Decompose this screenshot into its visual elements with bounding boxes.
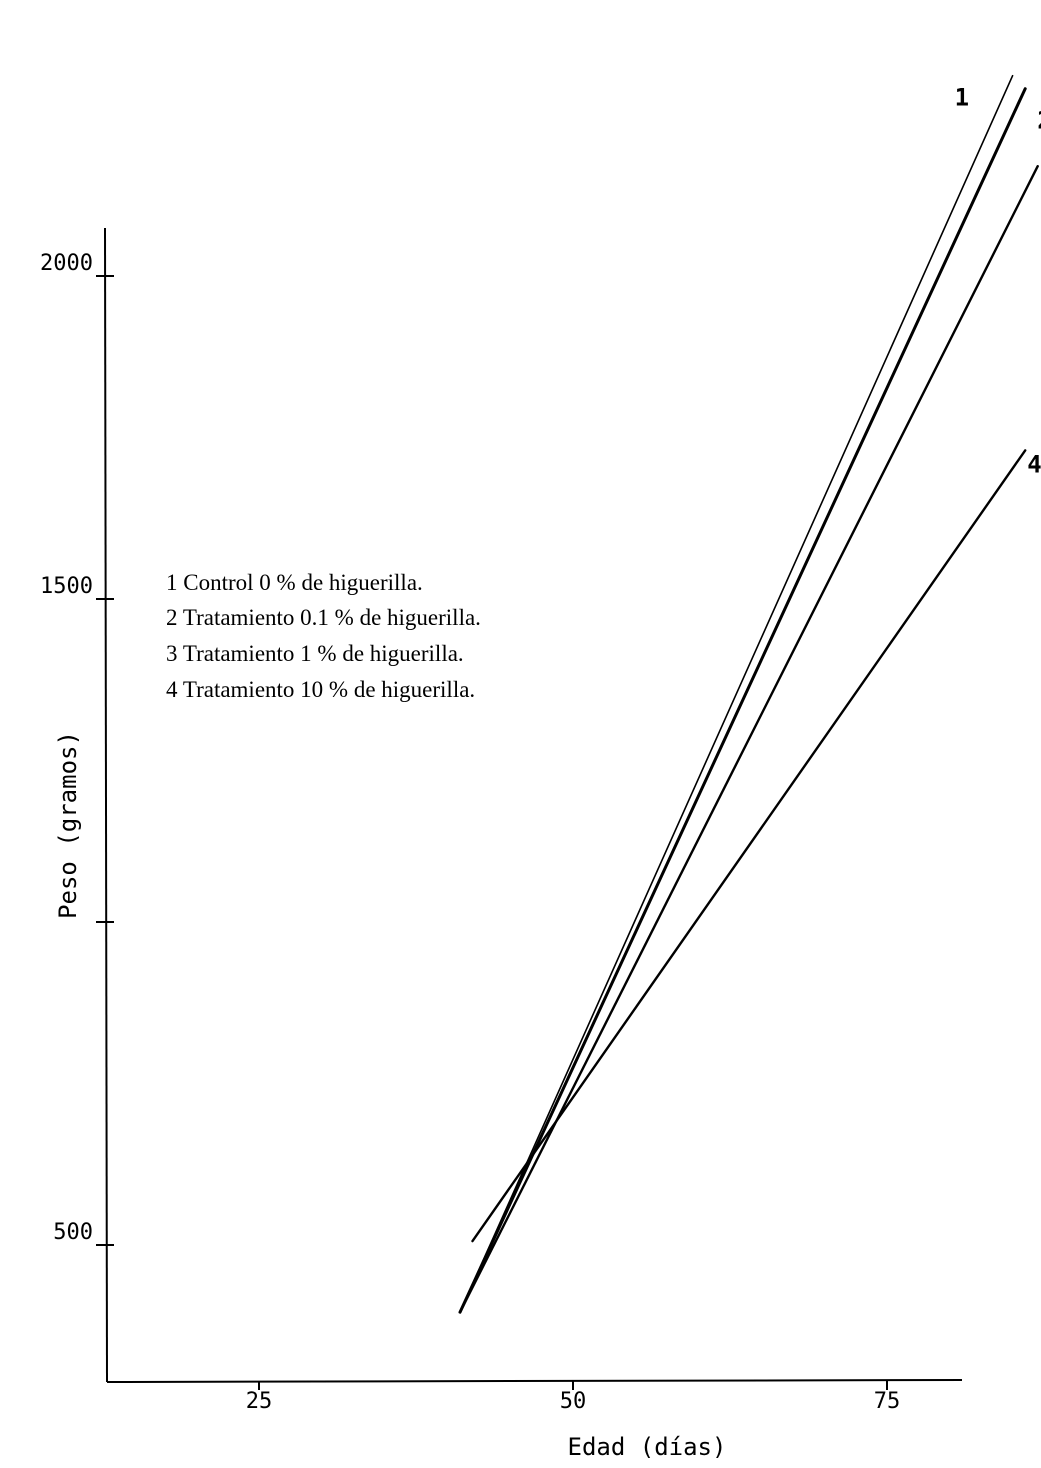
legend-entry: 2 Tratamiento 0.1 % de higuerilla. <box>166 605 481 630</box>
x-axis-title: Edad (días) <box>568 1433 727 1461</box>
series-line-4 <box>471 449 1027 1243</box>
series-label-1: 1 <box>955 84 969 112</box>
legend-entry: 3 Tratamiento 1 % de higuerilla. <box>166 641 464 666</box>
axes <box>104 227 963 1383</box>
x-axis <box>106 1379 963 1383</box>
x-tick-label: 50 <box>560 1389 587 1414</box>
y-tick-label: 1500 <box>40 574 93 599</box>
legend: 1 Control 0 % de higuerilla. 2 Tratamien… <box>166 570 481 702</box>
y-tick-label: 500 <box>53 1220 93 1245</box>
series-label-4: 4 <box>1027 450 1041 478</box>
y-axis <box>104 227 108 1383</box>
x-tick-label: 75 <box>874 1389 901 1414</box>
y-ticks: 500 1500 2000 <box>40 251 114 1246</box>
x-tick-label: 25 <box>246 1389 273 1414</box>
series-group <box>458 74 1039 1314</box>
series-line-1 <box>459 74 1014 1313</box>
series-label-2: 2 <box>1037 107 1041 135</box>
x-ticks: 25 50 75 <box>246 1381 901 1414</box>
legend-entry: 1 Control 0 % de higuerilla. <box>166 570 423 595</box>
series-labels: 1234 <box>955 84 1041 479</box>
y-tick-label: 2000 <box>40 251 93 276</box>
legend-entry: 4 Tratamiento 10 % de higuerilla. <box>166 677 475 702</box>
series-line-3 <box>458 164 1039 1314</box>
y-axis-title: Peso (gramos) <box>54 731 82 919</box>
series-line-2 <box>458 87 1027 1314</box>
